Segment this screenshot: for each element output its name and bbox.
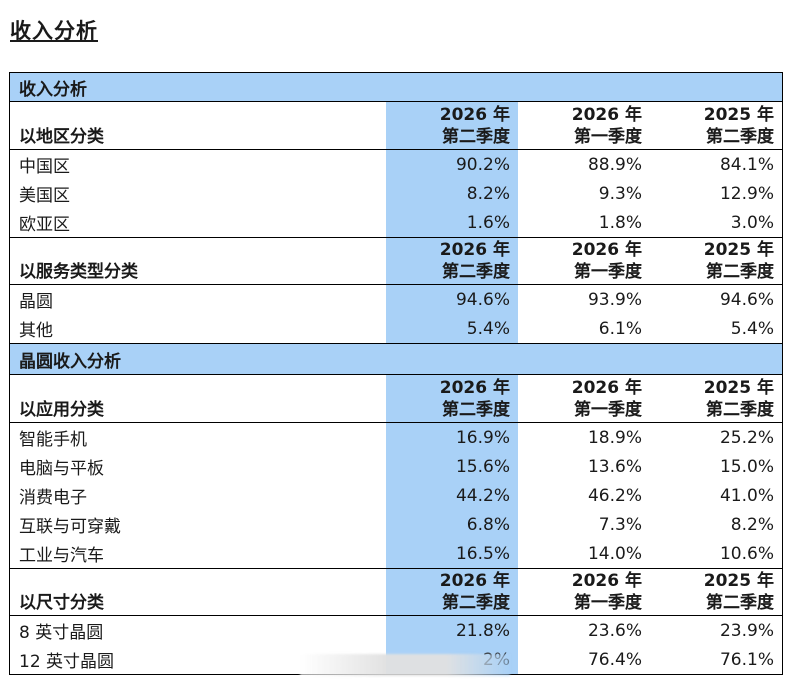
cell-value: 5.4% <box>730 318 774 339</box>
cell-value: 93.9% <box>587 289 642 310</box>
table-row: 中国区 90.2% 88.9% 84.1% <box>10 150 782 179</box>
row-label: 智能手机 <box>19 430 87 450</box>
col-header-q2-2025: 2025 年第二季度 <box>703 571 774 613</box>
cell-value: 18.9% <box>587 427 642 448</box>
cell-value: 6.1% <box>598 318 642 339</box>
table-row: 欧亚区 1.6% 1.8% 3.0% <box>10 208 782 237</box>
col-header-q2-2025: 2025 年第二季度 <box>703 240 774 282</box>
group-title-size: 以尺寸分类 <box>19 593 104 613</box>
col-header-q1-2026: 2026 年第一季度 <box>571 240 642 282</box>
header-row-size: 以尺寸分类 2026 年第二季度 2026 年第一季度 2025 年第二季度 <box>10 568 782 616</box>
row-label: 互联与可穿戴 <box>19 517 121 537</box>
cell-value: 41.0% <box>719 485 774 506</box>
cell-value: 76.1% <box>719 649 774 670</box>
cell-value: 8.2% <box>730 514 774 535</box>
header-row-service: 以服务类型分类 2026 年第二季度 2026 年第一季度 2025 年第二季度 <box>10 237 782 285</box>
cell-value: 94.6% <box>386 285 518 314</box>
cell-value: 9.3% <box>598 183 642 204</box>
group-title-application: 以应用分类 <box>19 400 104 420</box>
row-label: 美国区 <box>19 186 70 206</box>
cell-value: 15.6% <box>386 452 518 481</box>
cell-value: 1.8% <box>598 212 642 233</box>
row-label: 中国区 <box>19 157 70 177</box>
table-row: 智能手机 16.9% 18.9% 25.2% <box>10 423 782 452</box>
cell-value: 6.8% <box>386 510 518 539</box>
table-row: 其他 5.4% 6.1% 5.4% <box>10 314 782 343</box>
col-header-q1-2026: 2026 年第一季度 <box>571 571 642 613</box>
table-row: 晶圆 94.6% 93.9% 94.6% <box>10 285 782 314</box>
cell-value: 16.9% <box>386 423 518 452</box>
cell-value: 14.0% <box>587 543 642 564</box>
col-header-q2-2026: 2026 年第二季度 <box>386 102 518 149</box>
group-title-service: 以服务类型分类 <box>19 262 138 282</box>
section-band-revenue: 收入分析 <box>10 73 782 102</box>
cell-value: 44.2% <box>386 481 518 510</box>
header-row-application: 以应用分类 2026 年第二季度 2026 年第一季度 2025 年第二季度 <box>10 375 782 423</box>
row-label: 8 英寸晶圆 <box>19 623 104 643</box>
cell-value: 23.9% <box>719 620 774 641</box>
table-row: 工业与汽车 16.5% 14.0% 10.6% <box>10 539 782 568</box>
group-title-region: 以地区分类 <box>19 127 104 147</box>
row-label: 工业与汽车 <box>19 546 104 566</box>
col-header-q2-2026: 2026 年第二季度 <box>386 569 518 615</box>
page-title: 收入分析 <box>10 19 98 43</box>
row-label: 欧亚区 <box>19 215 70 235</box>
cell-value: 88.9% <box>587 154 642 175</box>
table-row: 消费电子 44.2% 46.2% 41.0% <box>10 481 782 510</box>
cell-value: 94.6% <box>719 289 774 310</box>
row-label: 其他 <box>19 321 53 341</box>
row-label: 电脑与平板 <box>19 459 104 479</box>
cell-value: 90.2% <box>386 150 518 179</box>
cell-value: 3.0% <box>730 212 774 233</box>
blurred-overlay <box>300 654 510 676</box>
cell-value: 10.6% <box>719 543 774 564</box>
row-label: 12 英寸晶圆 <box>19 652 115 672</box>
header-row-region: 以地区分类 2026 年第二季度 2026 年第一季度 2025 年第二季度 <box>10 102 782 150</box>
cell-value: 46.2% <box>587 485 642 506</box>
col-header-q1-2026: 2026 年第一季度 <box>571 104 642 147</box>
col-header-q2-2026: 2026 年第二季度 <box>386 375 518 422</box>
cell-value: 76.4% <box>587 649 642 670</box>
col-header-q2-2025: 2025 年第二季度 <box>703 377 774 420</box>
row-label: 晶圆 <box>19 292 53 312</box>
table-row: 互联与可穿戴 6.8% 7.3% 8.2% <box>10 510 782 539</box>
section-band-wafer: 晶圆收入分析 <box>10 343 782 375</box>
col-header-q2-2025: 2025 年第二季度 <box>703 104 774 147</box>
cell-value: 7.3% <box>598 514 642 535</box>
cell-value: 25.2% <box>719 427 774 448</box>
cell-value: 13.6% <box>587 456 642 477</box>
cell-value: 8.2% <box>386 179 518 208</box>
col-header-q1-2026: 2026 年第一季度 <box>571 377 642 420</box>
cell-value: 21.8% <box>386 616 518 645</box>
cell-value: 1.6% <box>386 208 518 237</box>
table-row: 8 英寸晶圆 21.8% 23.6% 23.9% <box>10 616 782 645</box>
row-label: 消费电子 <box>19 488 87 508</box>
cell-value: 12.9% <box>719 183 774 204</box>
cell-value: 16.5% <box>386 539 518 568</box>
cell-value: 15.0% <box>719 456 774 477</box>
revenue-table: 收入分析 以地区分类 2026 年第二季度 2026 年第一季度 2025 年第… <box>9 72 783 675</box>
col-header-q2-2026: 2026 年第二季度 <box>386 238 518 284</box>
table-row: 美国区 8.2% 9.3% 12.9% <box>10 179 782 208</box>
cell-value: 84.1% <box>719 154 774 175</box>
cell-value: 23.6% <box>587 620 642 641</box>
table-row: 电脑与平板 15.6% 13.6% 15.0% <box>10 452 782 481</box>
cell-value: 5.4% <box>386 314 518 343</box>
